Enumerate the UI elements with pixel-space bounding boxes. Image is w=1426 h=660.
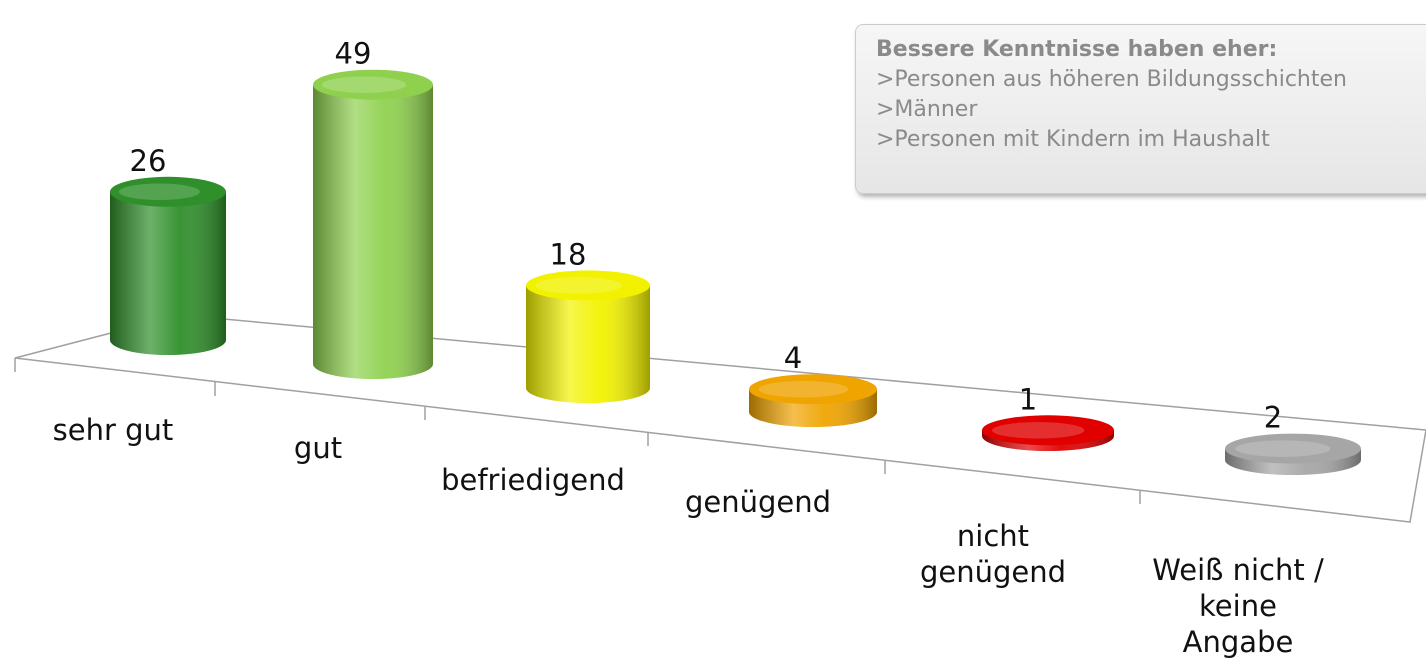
value-label: 18 [550, 237, 587, 271]
annotation-box: Bessere Kenntnisse haben eher: >Personen… [855, 24, 1426, 194]
bar [313, 69, 433, 379]
annotation-line: >Personen aus höheren Bildungsschichten [876, 67, 1347, 92]
category-label: gut [293, 431, 343, 465]
value-label: 4 [784, 341, 802, 375]
annotation-line: >Männer [876, 97, 978, 122]
annotation-line: >Personen mit Kindern im Haushalt [876, 127, 1270, 152]
bar [526, 270, 650, 403]
value-label: 2 [1264, 401, 1282, 435]
annotation-title: Bessere Kenntnisse haben eher: [876, 37, 1278, 62]
value-label: 26 [130, 144, 167, 178]
bar [749, 374, 877, 427]
bar [1225, 433, 1361, 475]
value-label: 1 [1019, 382, 1037, 416]
category-label: genügend [684, 485, 832, 519]
bar [982, 415, 1114, 451]
chart: 26 49 18 4 1 2 [14, 37, 1426, 523]
category-label: Weiß nicht / keine Angabe [1152, 553, 1324, 659]
page: {"chart_data": {"type": "bar3d", "catego… [14, 24, 1426, 659]
category-label: sehr gut [52, 413, 174, 447]
category-label: befriedigend [441, 463, 625, 497]
value-label: 49 [335, 37, 372, 71]
category-label: nicht genügend [919, 519, 1067, 589]
bar [110, 176, 226, 355]
